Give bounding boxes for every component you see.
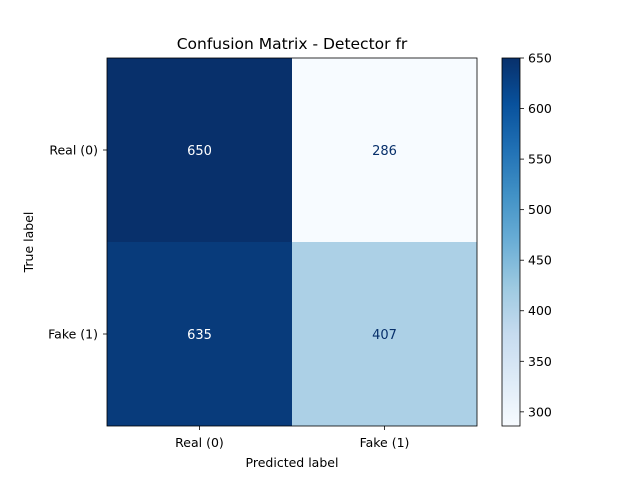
cell-value-label: 650	[187, 144, 212, 159]
colorbar-tick-label: 450	[528, 253, 552, 268]
chart-title: Confusion Matrix - Detector fr	[177, 35, 408, 53]
colorbar-tick-label: 350	[528, 354, 552, 369]
matrix-cell	[292, 58, 477, 242]
y-axis-label: True label	[21, 212, 36, 274]
cell-value-label: 407	[372, 328, 397, 343]
matrix-cell-labels: 650 286 635 407	[187, 144, 397, 343]
x-tick-label: Fake (1)	[360, 435, 410, 450]
cell-value-label: 286	[372, 144, 397, 159]
y-tick-label: Real (0)	[49, 143, 98, 158]
cell-value-label: 635	[187, 328, 212, 343]
matrix-cell	[107, 58, 292, 242]
colorbar-tick-label: 300	[528, 404, 552, 419]
y-axis-ticks: Real (0) Fake (1)	[48, 143, 107, 342]
matrix-cells	[107, 58, 477, 426]
x-tick-label: Real (0)	[175, 435, 224, 450]
x-axis-ticks: Real (0) Fake (1)	[175, 426, 409, 450]
y-tick-label: Fake (1)	[48, 327, 98, 342]
colorbar-ticks: 300 350 400 450 500 550 600 650	[520, 51, 552, 419]
x-axis-label: Predicted label	[246, 455, 339, 470]
matrix-cell	[107, 242, 292, 426]
matrix-frame	[106, 57, 478, 427]
colorbar-tick-label: 600	[528, 101, 552, 116]
colorbar-tick-label: 400	[528, 303, 552, 318]
colorbar-tick-label: 500	[528, 202, 552, 217]
colorbar-tick-label: 550	[528, 152, 552, 167]
matrix-cell	[292, 242, 477, 426]
colorbar	[501, 57, 521, 427]
colorbar-tick-label: 650	[528, 51, 552, 66]
